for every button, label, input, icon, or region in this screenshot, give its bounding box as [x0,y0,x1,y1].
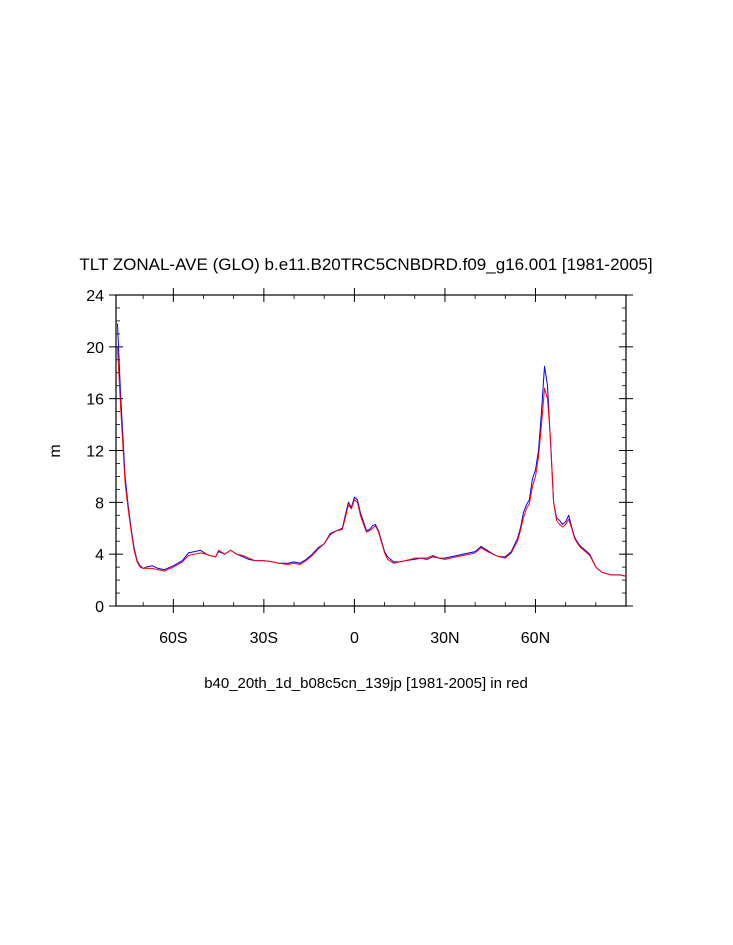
x-axis-label: b40_20th_1d_b08c5cn_139jp [1981-2005] in… [204,675,528,692]
chart-title: TLT ZONAL-AVE (GLO) b.e11.B20TRC5CNBDRD.… [79,255,652,274]
x-tick-labels: 60S 30S 0 30N 60N [159,630,550,647]
x-tick-label: 60S [159,630,187,647]
series-line-red [117,346,627,577]
x-tick-label: 60N [521,630,550,647]
y-tick-label: 12 [86,444,104,461]
x-tick-label: 30N [430,630,459,647]
y-tick-labels: 0 4 8 12 16 20 24 [86,288,104,616]
y-tick-label: 20 [86,340,104,357]
series-line-blue [117,323,627,577]
y-tick-label: 8 [95,495,104,512]
series-lines [117,323,627,577]
y-tick-label: 0 [95,599,104,616]
plot-frame [115,294,627,607]
y-axis-label: m [47,444,64,457]
y-tick-label: 4 [95,547,104,564]
tick-marks [109,288,633,613]
y-tick-label: 24 [86,288,104,305]
x-tick-label: 30S [250,630,278,647]
plot-area [109,288,633,613]
y-tick-label: 16 [86,392,104,409]
x-tick-label: 0 [350,630,359,647]
